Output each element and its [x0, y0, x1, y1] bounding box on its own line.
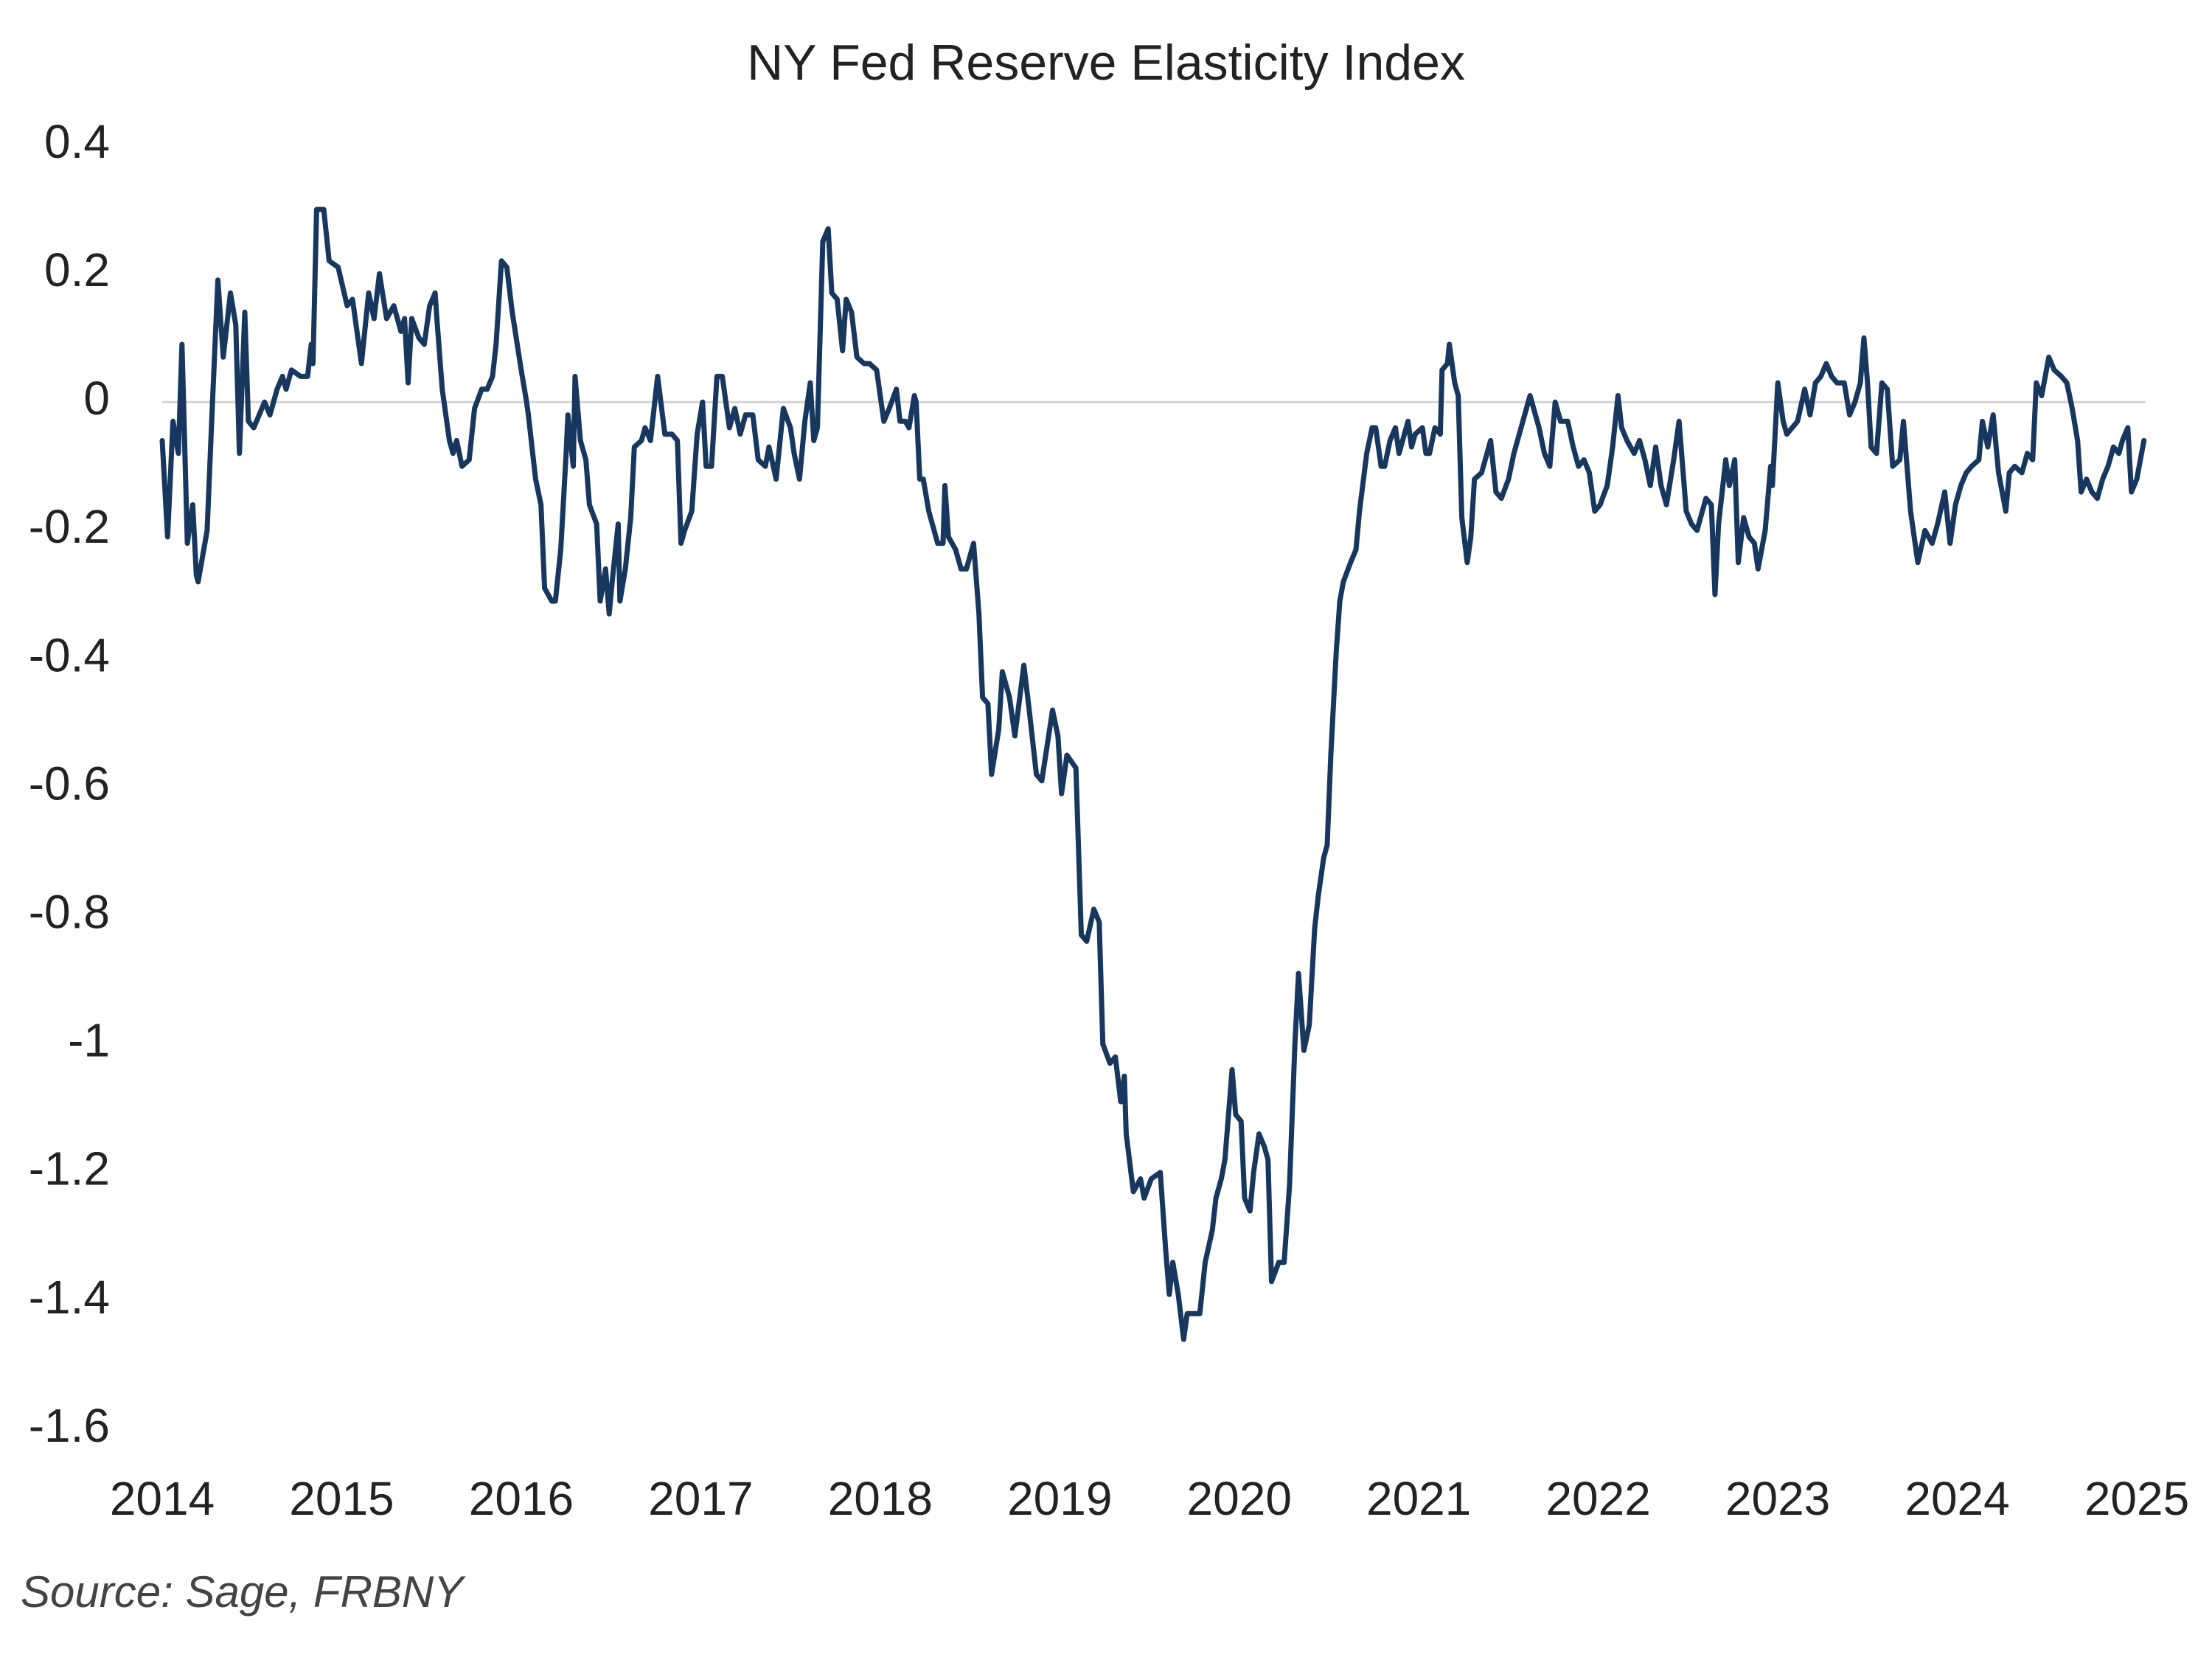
x-tick-label: 2022: [1545, 1472, 1650, 1525]
x-tick-label: 2025: [2084, 1472, 2189, 1525]
y-tick-label: -0.8: [29, 886, 110, 939]
y-tick-label: 0.2: [44, 243, 110, 296]
x-tick-label: 2019: [1007, 1472, 1112, 1525]
data-line: [159, 206, 2147, 1342]
x-tick-label: 2014: [110, 1472, 215, 1525]
y-tick-label: 0.4: [44, 115, 110, 168]
x-tick-label: 2023: [1725, 1472, 1830, 1525]
y-tick-label: -1: [68, 1014, 110, 1067]
source-note: Source: Sage, FRBNY: [21, 1567, 466, 1617]
y-tick-label: -0.2: [29, 500, 110, 553]
chart-title: NY Fed Reserve Elasticity Index: [747, 35, 1465, 91]
x-tick-label: 2024: [1905, 1472, 2009, 1525]
y-tick-label: -0.4: [29, 628, 110, 681]
x-tick-label: 2018: [828, 1472, 933, 1525]
y-tick-label: -1.2: [29, 1142, 110, 1195]
x-tick-label: 2020: [1187, 1472, 1292, 1525]
y-tick-label: -0.6: [29, 757, 110, 810]
x-tick-label: 2021: [1366, 1472, 1471, 1525]
y-tick-label: -1.4: [29, 1271, 110, 1324]
x-tick-label: 2017: [648, 1472, 753, 1525]
y-tick-label: -1.6: [29, 1399, 110, 1452]
y-tick-label: 0: [83, 372, 110, 425]
x-tick-label: 2015: [289, 1472, 394, 1525]
x-tick-label: 2016: [469, 1472, 574, 1525]
